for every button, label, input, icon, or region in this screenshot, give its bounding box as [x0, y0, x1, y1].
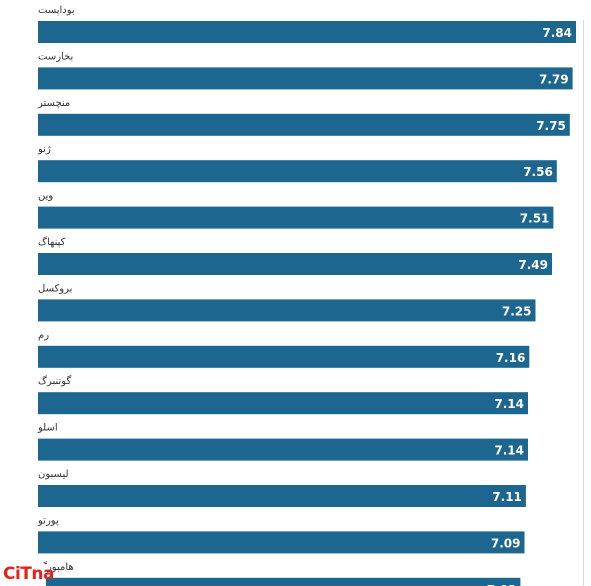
- bar-label: پورتو: [37, 515, 59, 526]
- bar: [38, 485, 526, 507]
- bar-label: بخارست: [38, 51, 73, 62]
- bar: [38, 160, 557, 183]
- bar-label: کپنهاگ: [38, 235, 66, 248]
- bar-value-label: 7.09: [491, 536, 521, 550]
- bar: [38, 392, 528, 415]
- bar: [38, 67, 573, 90]
- bar-label: هامبورگ: [38, 560, 74, 573]
- bar-label: اسلو: [37, 423, 58, 434]
- bar-label: رم: [38, 330, 49, 341]
- bar: [38, 113, 570, 136]
- bar-label: وین: [38, 191, 53, 202]
- bar-label: منچستر: [37, 98, 70, 109]
- bar: [38, 577, 521, 586]
- logo-text: CiTna: [3, 564, 54, 584]
- bar-value-label: 7.14: [494, 444, 524, 458]
- bar-value-label: 7.51: [520, 212, 550, 226]
- bar: [38, 345, 530, 368]
- bar: [38, 299, 536, 322]
- bar: [38, 21, 576, 43]
- citna-logo: CiTna: [0, 562, 54, 586]
- bar-label: بوداپست: [38, 5, 75, 16]
- bar-value-label: 7.14: [494, 397, 524, 411]
- bar-value-label: 7.75: [536, 119, 566, 133]
- bar: [38, 206, 554, 229]
- bar-label: گوتنبرگ: [38, 374, 71, 387]
- bar: [38, 531, 525, 554]
- chart-edge-rule: [583, 20, 584, 586]
- bar-value-label: 7.56: [523, 165, 553, 179]
- bar-value-label: 7.16: [496, 351, 526, 365]
- bar-label: لیسبون: [38, 469, 69, 480]
- bar-value-label: 7.11: [492, 490, 522, 504]
- bar-value-label: 7.79: [539, 72, 569, 86]
- bar-value-label: 7.49: [518, 258, 548, 272]
- bar-value-label: 7.03: [487, 583, 517, 586]
- bar: [38, 253, 552, 275]
- bar-label: ژنو: [37, 144, 51, 155]
- bar-value-label: 7.25: [502, 304, 532, 318]
- bar-label: بروکسل: [38, 283, 72, 294]
- bar-value-label: 7.84: [542, 26, 572, 40]
- bar: [38, 438, 528, 461]
